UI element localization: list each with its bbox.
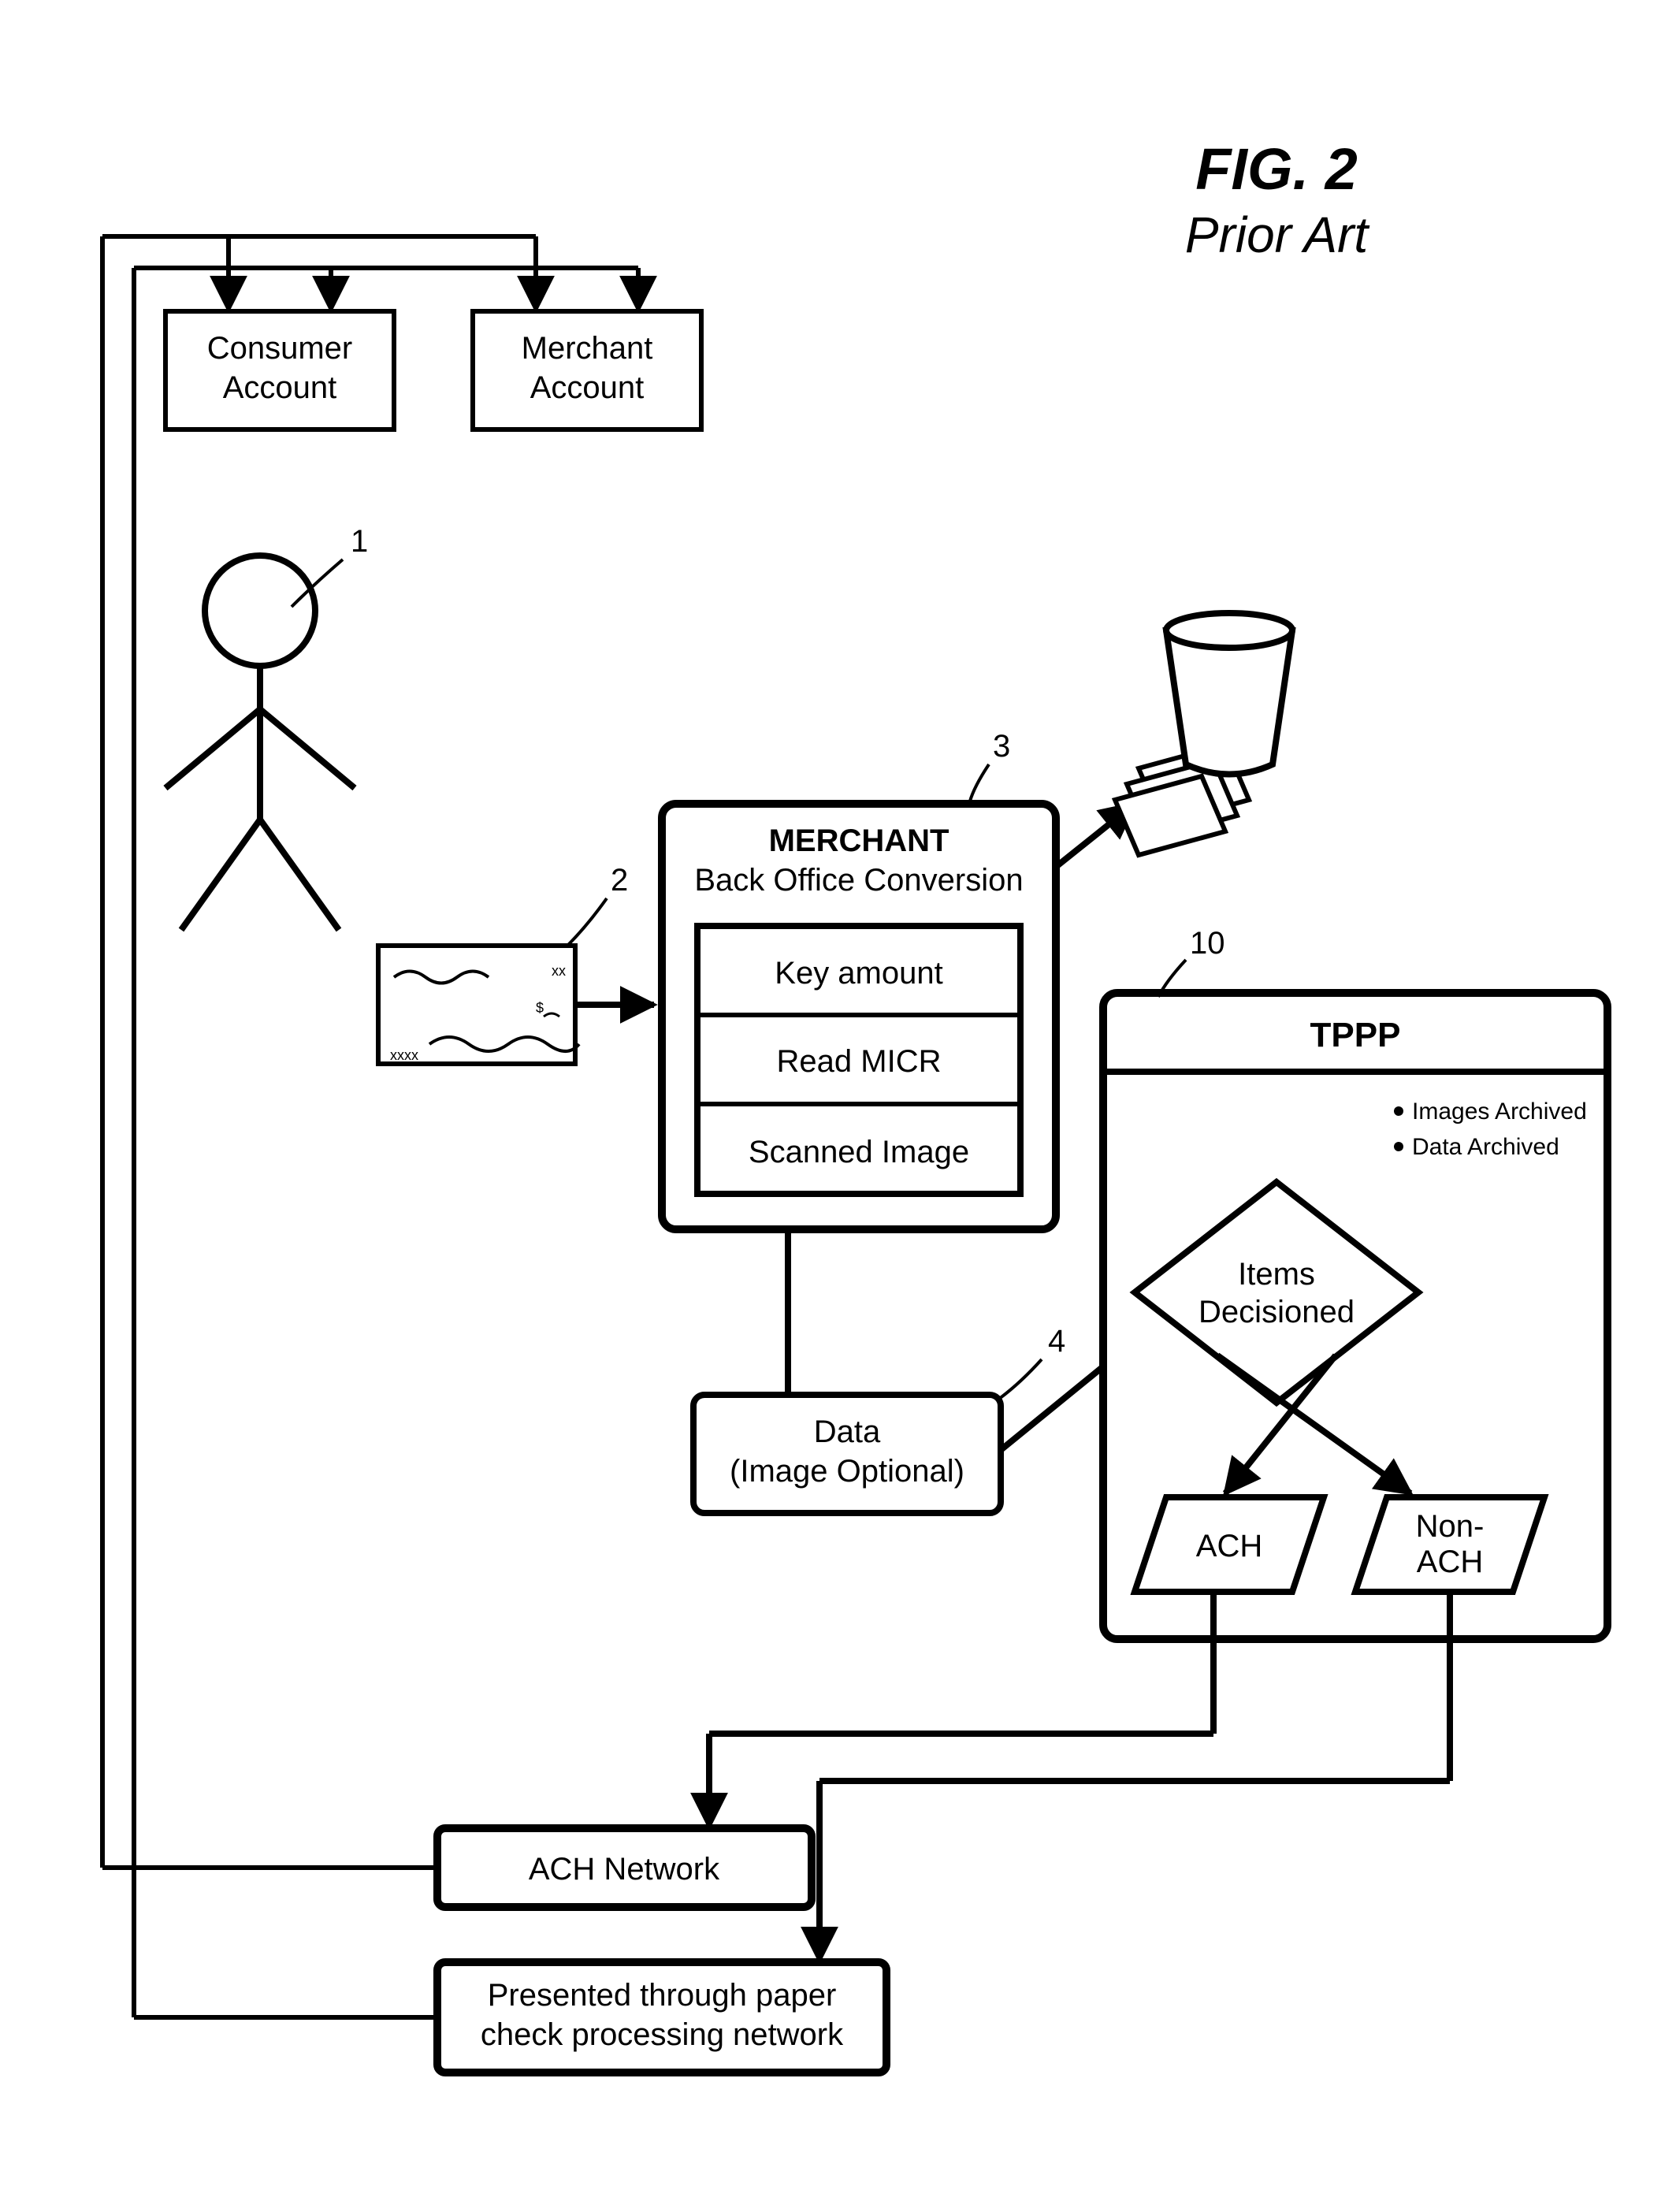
callout-4: 4 bbox=[1048, 1324, 1065, 1359]
figure-subtitle: Prior Art bbox=[1185, 206, 1370, 263]
svg-text:Decisioned: Decisioned bbox=[1198, 1295, 1355, 1329]
data-box: Data (Image Optional) bbox=[693, 1395, 1001, 1513]
ach-network-box: ACH Network bbox=[437, 1828, 812, 1907]
ach-parallelogram: ACH bbox=[1135, 1497, 1324, 1592]
svg-text:ACH: ACH bbox=[1417, 1545, 1483, 1579]
consumer-icon bbox=[165, 556, 355, 930]
check-icon: xx $ xxxx bbox=[378, 946, 579, 1064]
svg-text:Scanned Image: Scanned Image bbox=[749, 1135, 969, 1169]
svg-text:Key amount: Key amount bbox=[775, 956, 942, 991]
svg-text:Merchant: Merchant bbox=[522, 331, 653, 366]
callout-10: 10 bbox=[1190, 926, 1225, 961]
svg-text:(Image Optional): (Image Optional) bbox=[730, 1454, 964, 1489]
callout-2-leader bbox=[567, 898, 607, 946]
svg-text:ACH Network: ACH Network bbox=[529, 1852, 720, 1887]
svg-text:Data: Data bbox=[814, 1415, 881, 1449]
svg-text:Images Archived: Images Archived bbox=[1412, 1099, 1587, 1125]
svg-text:ACH: ACH bbox=[1196, 1529, 1262, 1563]
trash-icon bbox=[1166, 613, 1292, 775]
svg-text:TPPP: TPPP bbox=[1310, 1016, 1401, 1054]
svg-text:check processing network: check processing network bbox=[481, 2017, 844, 2052]
svg-text:Presented through paper: Presented through paper bbox=[488, 1978, 837, 2013]
consumer-account-box: Consumer Account bbox=[165, 311, 394, 429]
merchant-box: MERCHANT Back Office Conversion Key amou… bbox=[662, 804, 1056, 1229]
svg-text:Read MICR: Read MICR bbox=[777, 1044, 942, 1079]
callout-2: 2 bbox=[611, 863, 628, 898]
callout-3-leader bbox=[969, 764, 989, 804]
svg-text:Back Office Conversion: Back Office Conversion bbox=[694, 863, 1023, 898]
svg-text:Consumer: Consumer bbox=[207, 331, 353, 366]
figure-title: FIG. 2 bbox=[1195, 136, 1358, 202]
svg-text:xxxx: xxxx bbox=[390, 1047, 418, 1063]
paper-network-box: Presented through paper check processing… bbox=[437, 1962, 886, 2073]
callout-4-leader bbox=[999, 1359, 1042, 1399]
svg-text:Non-: Non- bbox=[1416, 1509, 1485, 1544]
svg-text:Data Archived: Data Archived bbox=[1412, 1134, 1559, 1160]
nonach-parallelogram: Non- ACH bbox=[1355, 1497, 1544, 1592]
svg-text:Account: Account bbox=[530, 370, 645, 405]
svg-text:MERCHANT: MERCHANT bbox=[769, 823, 949, 858]
svg-text:Items: Items bbox=[1238, 1257, 1315, 1292]
svg-text:Account: Account bbox=[223, 370, 337, 405]
callout-1: 1 bbox=[351, 524, 368, 559]
svg-text:xx: xx bbox=[552, 963, 566, 979]
callout-3: 3 bbox=[993, 729, 1010, 764]
tppp-box: TPPP Images Archived Data Archived Items… bbox=[1103, 993, 1607, 1639]
svg-text:$: $ bbox=[536, 1000, 544, 1016]
merchant-account-box: Merchant Account bbox=[473, 311, 701, 429]
